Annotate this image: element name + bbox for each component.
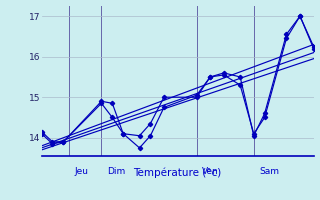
Text: Sam: Sam (259, 167, 279, 176)
Text: Jeu: Jeu (74, 167, 88, 176)
Text: Ven: Ven (202, 167, 219, 176)
X-axis label: Température (°c): Température (°c) (133, 167, 222, 178)
Text: Dim: Dim (107, 167, 125, 176)
